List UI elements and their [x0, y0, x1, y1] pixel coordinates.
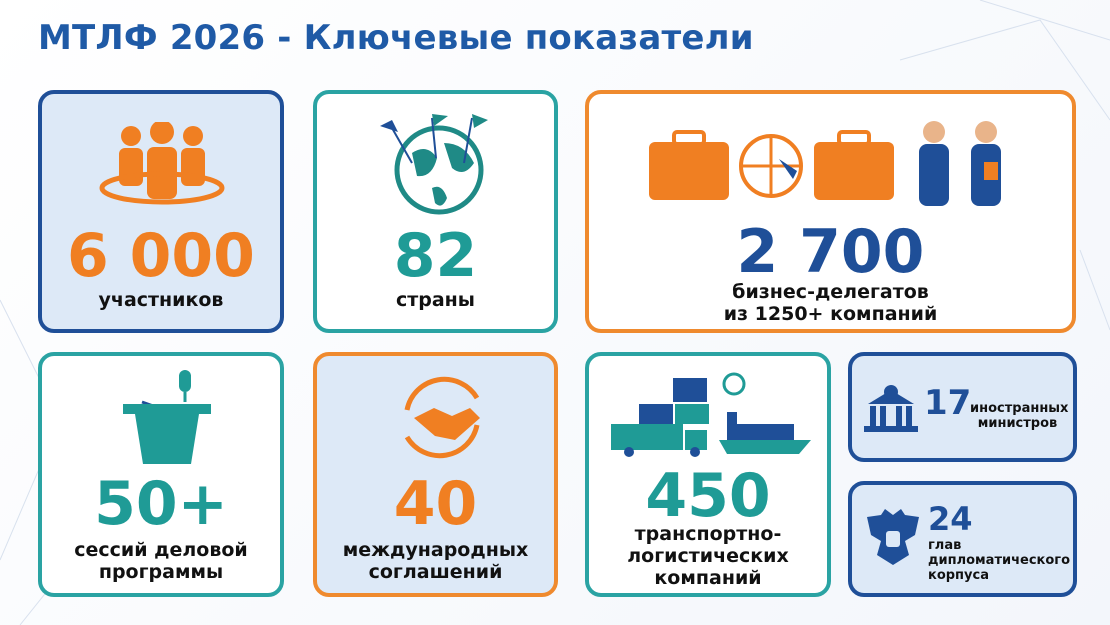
people-icon [99, 122, 225, 205]
business-icons [649, 121, 1001, 206]
label-line: логистических [627, 544, 789, 567]
label-line: иностранных [970, 401, 1069, 416]
label-line: соглашений [368, 560, 503, 583]
label: участников [42, 289, 280, 312]
card: 40 международных соглашений [313, 352, 558, 597]
value: 2 700 [736, 217, 925, 287]
label: страны [317, 289, 554, 312]
label-line: программы [98, 560, 224, 583]
value: 6 000 [67, 221, 255, 291]
value: 24 [928, 500, 973, 538]
card: 17 иностранных министров [848, 352, 1077, 462]
logistics-icon [611, 372, 811, 457]
card: 24 глав дипломатического корпуса [848, 481, 1077, 597]
emblem-icon [867, 509, 919, 565]
title: МТЛФ 2026 - Ключевые показатели [38, 18, 754, 58]
value: 40 [393, 469, 478, 539]
label: иностранных министров [970, 401, 1069, 432]
label-line: из 1250+ компаний [723, 302, 938, 325]
label-line: участников [98, 289, 224, 311]
label-line: страны [395, 289, 475, 311]
value: 50+ [94, 469, 228, 539]
label-line: компаний [654, 566, 762, 589]
label-line: глав [928, 538, 962, 553]
building-icon [864, 385, 918, 432]
globe-icon [380, 114, 488, 215]
label: транспортно-логистических компаний [589, 523, 827, 590]
handshake-icon [404, 376, 480, 459]
value: 17 [924, 383, 972, 423]
card: 50+ сессий деловой программы [38, 352, 284, 597]
card: 6 000 участников [38, 90, 284, 333]
label-line: транспортно- [634, 523, 782, 545]
label: международных соглашений [317, 539, 554, 584]
label: глав дипломатического корпуса [928, 538, 1073, 584]
card: 450 транспортно-логистических компаний [585, 352, 831, 597]
label-line: корпуса [928, 567, 989, 583]
label: бизнес-делегатов из 1250+ компаний [589, 281, 1072, 326]
label-line: дипломатического [928, 552, 1071, 568]
card: 2 700 бизнес-делегатов из 1250+ компаний [585, 90, 1076, 333]
value: 82 [393, 221, 478, 291]
label: сессий деловой программы [42, 539, 280, 584]
label-line: бизнес-делегатов [732, 281, 929, 303]
value: 450 [645, 461, 771, 531]
label-line: министров [977, 415, 1058, 431]
podium-icon [123, 370, 211, 464]
label-line: сессий деловой [74, 539, 248, 561]
label-line: международных [342, 539, 529, 561]
card: 82 страны [313, 90, 558, 333]
